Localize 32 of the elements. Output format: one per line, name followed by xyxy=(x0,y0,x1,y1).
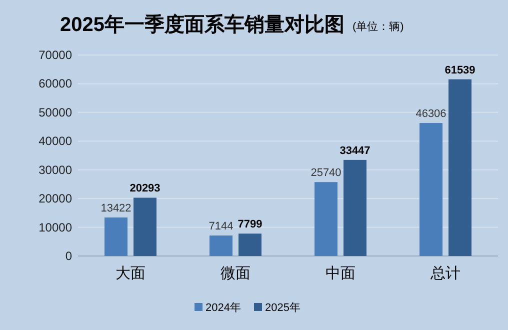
y-tick-label: 30000 xyxy=(38,162,72,177)
x-tick-label: 中面 xyxy=(326,265,356,282)
bar xyxy=(448,79,472,256)
bar xyxy=(420,123,442,256)
chart-title: 2025年一季度面系车销量对比图 xyxy=(60,13,344,36)
y-tick-label: 40000 xyxy=(38,134,72,148)
bar xyxy=(210,235,232,256)
x-tick-label: 大面 xyxy=(116,265,146,282)
chart-subtitle: (单位：辆) xyxy=(352,20,404,33)
y-tick-label: 20000 xyxy=(38,192,72,206)
bar xyxy=(238,234,262,256)
legend-label: 2025年 xyxy=(265,302,300,314)
bar xyxy=(104,217,128,256)
y-tick-label: 60000 xyxy=(38,76,72,91)
bar xyxy=(314,182,338,256)
y-tick-label: 0 xyxy=(65,249,72,263)
bar xyxy=(134,198,156,256)
data-label: 7799 xyxy=(238,218,262,231)
data-label: 46306 xyxy=(416,108,446,120)
data-label: 13422 xyxy=(100,202,132,214)
x-tick-label: 微面 xyxy=(220,265,250,282)
y-tick-label: 10000 xyxy=(38,220,72,234)
data-label: 7144 xyxy=(208,220,234,232)
legend-label: 2024年 xyxy=(206,302,241,314)
data-label: 61539 xyxy=(444,64,476,76)
data-label: 33447 xyxy=(340,144,370,157)
bar xyxy=(344,160,366,256)
data-label: 20293 xyxy=(130,182,160,195)
y-tick-label: 70000 xyxy=(38,48,72,62)
y-tick-label: 50000 xyxy=(38,105,72,120)
x-tick-label: 总计 xyxy=(430,265,460,282)
data-label: 25740 xyxy=(310,167,342,180)
